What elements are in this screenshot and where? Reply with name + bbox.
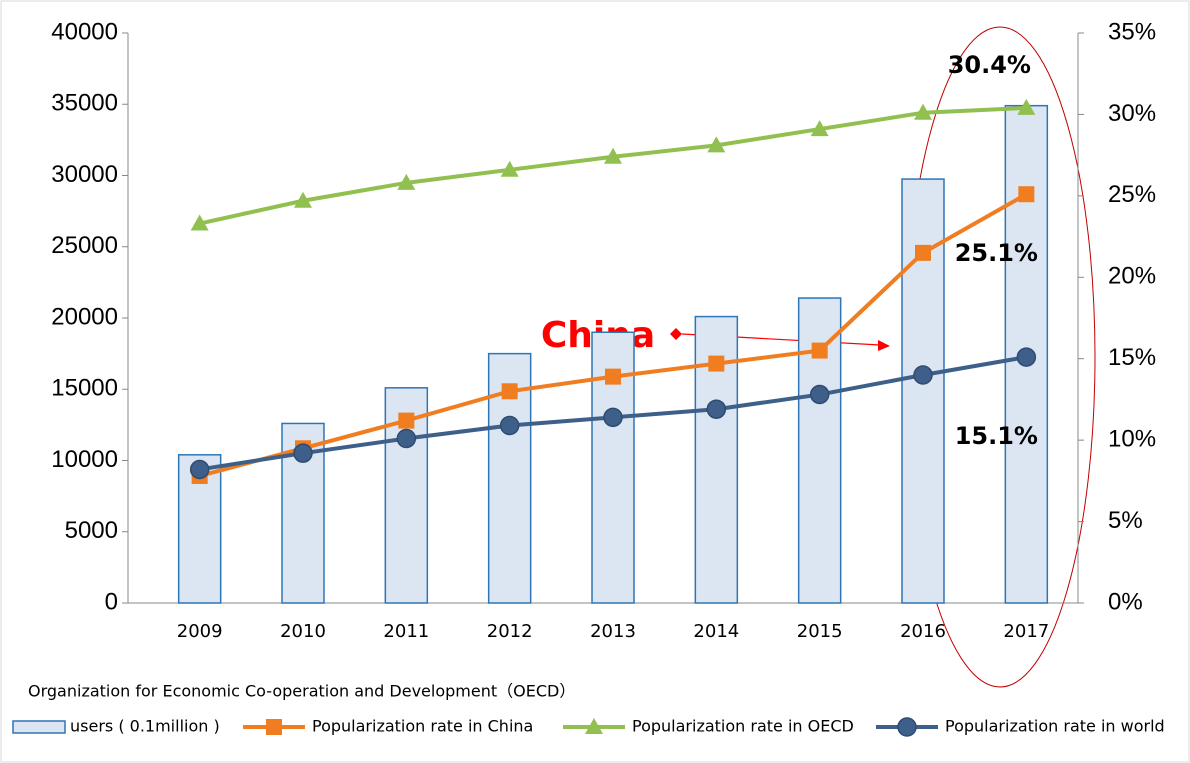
marker [189,459,210,480]
marker [913,365,933,385]
y-tick-label: 40000 [51,18,118,45]
marker [500,160,519,177]
marker [708,355,725,372]
legend-label: Popularization rate in OECD [632,717,854,736]
legend-label: Popularization rate in world [945,717,1165,736]
x-tick-label: 2013 [590,621,636,642]
y-tick-label: 25000 [51,232,118,259]
x-tick-label: 2011 [383,621,429,642]
marker [190,214,209,231]
marker [294,191,312,208]
y2-tick-label: 25% [1108,181,1156,208]
marker [605,368,621,385]
marker [1016,347,1037,367]
marker [706,399,727,419]
y2-tick-label: 30% [1108,100,1156,127]
legend-label: Popularization rate in China [312,717,533,736]
x-tick-label: 2009 [177,621,223,642]
marker [603,407,623,428]
x-tick-label: 2016 [900,621,946,642]
y-tick-label: 5000 [65,517,118,544]
marker [501,383,518,400]
y-tick-label: 35000 [51,90,118,117]
legend-marker [266,719,282,735]
legend-label: users ( 0.1million ) [70,717,220,736]
y2-tick-label: 0% [1108,588,1143,615]
marker [499,415,520,436]
marker [1018,186,1035,203]
value-label: 15.1% [955,422,1038,450]
legend-marker [585,718,603,734]
y-tick-label: 15000 [51,375,118,402]
marker [396,428,417,449]
arrow-head-diamond [670,328,682,340]
marker [811,342,828,359]
marker [809,384,830,405]
marker [1017,98,1036,115]
value-label: 30.4% [948,51,1031,79]
x-tick-label: 2017 [1003,621,1049,642]
value-label: 25.1% [955,239,1038,267]
marker [707,136,726,153]
x-tick-label: 2015 [797,621,843,642]
legend-marker [897,717,917,737]
y2-tick-label: 35% [1108,18,1156,45]
arrow-head [878,340,890,351]
x-tick-label: 2014 [693,621,739,642]
y-tick-label: 20000 [51,303,118,330]
x-tick-label: 2010 [280,621,326,642]
marker [810,120,829,137]
y2-tick-label: 15% [1108,344,1156,371]
marker [604,147,622,164]
y-tick-label: 0 [105,588,118,615]
marker [914,103,932,120]
y-tick-label: 30000 [51,161,118,188]
note: Organization for Economic Co-operation a… [28,682,575,701]
x-tick-label: 2012 [487,621,533,642]
y-tick-label: 10000 [51,446,118,473]
y2-tick-label: 10% [1108,425,1156,452]
y2-tick-label: 5% [1108,507,1143,534]
marker [915,244,931,261]
marker [398,412,415,429]
legend-swatch [12,720,66,734]
marker [293,443,313,463]
marker [397,173,416,190]
y2-tick-label: 20% [1108,263,1156,290]
